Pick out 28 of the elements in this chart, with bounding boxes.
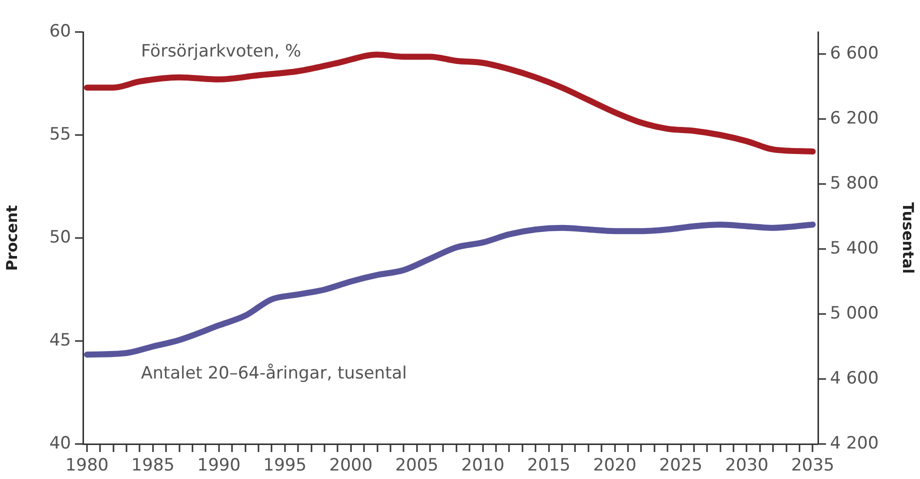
- x-tick-label: 2000: [329, 456, 373, 476]
- x-tick-label: 2035: [791, 456, 834, 476]
- x-tick-label: 2015: [527, 456, 570, 476]
- y-tick-label: 45: [49, 330, 71, 350]
- x-tick-label: 1990: [197, 456, 241, 476]
- y2-axis-title: Tusental: [899, 202, 918, 274]
- y-tick-label: 55: [49, 124, 71, 144]
- x-tick-label: 1985: [131, 456, 175, 476]
- y-tick-label: 60: [49, 21, 71, 42]
- x-tick-label: 2025: [659, 456, 702, 476]
- y2-tick-label: 5 400: [830, 238, 879, 258]
- y-tick-label: 40: [49, 433, 71, 454]
- y-tick-label: 50: [49, 227, 71, 248]
- x-tick-label: 2005: [395, 456, 438, 476]
- y2-tick-label: 4 600: [830, 368, 879, 388]
- x-tick-label: 1980: [65, 456, 109, 476]
- y2-tick-label: 5 000: [830, 303, 879, 324]
- x-tick-label: 2030: [725, 456, 768, 476]
- y2-tick-label: 6 600: [830, 43, 879, 64]
- x-tick-label: 2010: [461, 456, 504, 476]
- series-label: Försörjarkvoten, %: [141, 41, 302, 62]
- x-tick-label: 2020: [593, 456, 636, 476]
- y2-tick-label: 4 200: [830, 433, 879, 454]
- y2-tick-label: 5 800: [830, 173, 879, 194]
- y2-tick-label: 6 200: [830, 108, 879, 128]
- series-label: Antalet 20–64-åringar, tusental: [141, 363, 407, 384]
- y-axis-title: Procent: [2, 205, 21, 271]
- x-tick-label: 1995: [263, 456, 307, 476]
